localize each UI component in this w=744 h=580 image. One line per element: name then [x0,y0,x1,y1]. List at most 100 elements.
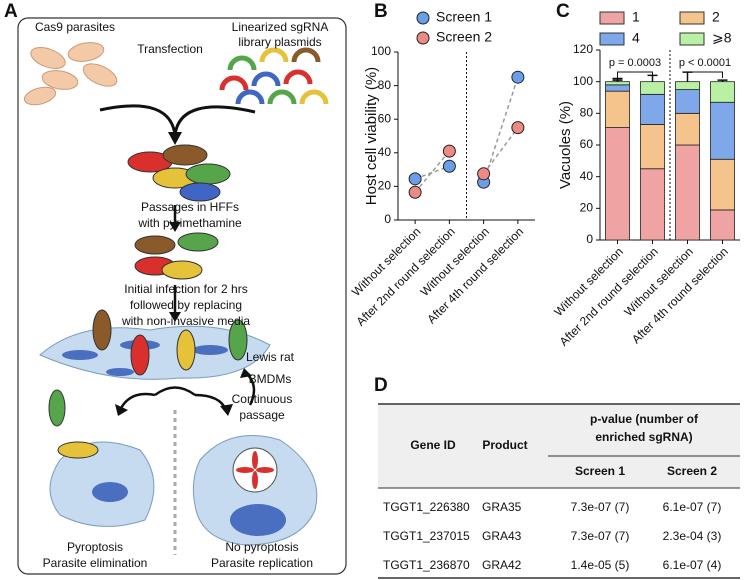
bar-segment [640,168,665,241]
legend-label: Screen 1 [436,9,492,25]
diagram-label: Parasite replication [211,556,313,570]
diagram-label: Cas9 parasites [35,20,115,34]
diagram-label: BMDMs [249,372,292,386]
panel-label: C [556,1,570,22]
panel-label: D [374,375,388,396]
table-subheader: Screen 2 [667,464,717,478]
point [477,167,491,181]
table-cell: TGGT1_226380 [383,500,470,514]
table-cell: 2.3e-04 (3) [663,529,722,543]
table-subheader: Screen 1 [575,464,625,478]
diagram-label: Initial infection for 2 hrs [124,282,247,296]
annotation: p = 0.0003 [609,57,661,69]
diagram-label: followed by replacing [130,298,242,312]
bar-segment [675,144,700,241]
annotation: p < 0.0001 [679,57,731,69]
table-header: p-value (number of [590,412,699,426]
error-bar [612,77,623,82]
y-tick-label: 0 [384,212,391,226]
diagram-label: Continuous [232,392,293,406]
y-tick-label: 20 [580,201,594,215]
diagram-label: Linearized sgRNA [232,20,329,34]
bracket [687,71,723,78]
y-axis-label: Host cell viability (%) [363,67,380,205]
table-cell: TGGT1_236870 [383,558,470,572]
diagram-label: Parasite elimination [43,556,148,570]
diagram-label: library plasmids [238,35,321,49]
table-cell: GRA35 [482,500,522,514]
point [442,144,456,158]
table-cell: 6.1e-07 (4) [663,558,722,572]
bar-segment [605,90,630,128]
diagram-label: Passages in HFFs [141,200,239,214]
legend-label: 1 [632,9,640,25]
bar-segment [675,112,700,146]
point [408,172,422,186]
table-header-bg [378,404,740,488]
table-cell: GRA43 [482,529,522,543]
bar-segment [640,81,665,95]
point [442,159,456,173]
table-cell: 7.3e-07 (7) [571,500,630,514]
error-bar [717,79,728,82]
diagram-shapes [23,42,329,555]
y-tick-label: 20 [378,179,392,193]
bar-segment [640,93,665,125]
y-axis-label: Vacuoles (%) [557,101,574,189]
y-tick-label: 0 [586,232,593,246]
y-tick-label: 100 [371,44,391,58]
legend-label: 4 [632,30,640,46]
diagram-label: with pyrimethamine [137,216,242,230]
point [511,121,525,135]
bar-segment [710,101,735,160]
point [408,185,422,199]
diagram-label: Pyroptosis [67,540,123,554]
bar-segment [605,81,630,86]
legend-swatch [679,11,705,25]
legend-label: ⩾8 [712,30,732,46]
point [511,70,525,84]
y-tick-label: 40 [378,145,392,159]
bracket [617,71,653,78]
bar-segment [675,89,700,114]
bar-segment [710,209,735,241]
y-tick-label: 80 [580,106,594,120]
y-tick-label: 80 [378,78,392,92]
table-cell: 7.3e-07 (7) [571,529,630,543]
table-header: Gene ID [410,438,456,452]
table-cell: 1.4e-05 (5) [571,558,630,572]
diagram-label: No pyroptosis [225,540,298,554]
connector [414,150,450,193]
legend-swatch [599,11,625,25]
diagram-label: Transfection [137,42,203,56]
legend-swatch [679,32,705,46]
diagram-label: passage [239,408,285,422]
legend-swatch [416,31,430,45]
connector [483,127,519,175]
table-cell: TGGT1_237015 [383,529,470,543]
legend-label: 2 [712,9,720,25]
bar-segment [605,127,630,241]
legend-swatch [416,11,430,25]
panel-frame [17,17,347,575]
table-header: Product [482,438,527,452]
panel-label: A [4,1,18,22]
legend-label: Screen 2 [436,29,492,45]
bar-segment [605,84,630,92]
legend-swatch [599,32,625,46]
table-header: enriched sgRNA) [595,430,692,444]
y-tick-label: 60 [580,137,594,151]
bar-segment [710,158,735,211]
connector [482,76,519,183]
bar-segment [675,81,700,90]
bar-segment [710,81,735,103]
panel-label: B [374,1,388,22]
diagram-label: with non-invasive media [121,314,250,328]
y-tick-label: 60 [378,111,392,125]
y-tick-label: 40 [580,169,594,183]
table-cell: GRA42 [482,558,522,572]
y-tick-label: 120 [573,42,593,56]
bar-segment [640,124,665,170]
